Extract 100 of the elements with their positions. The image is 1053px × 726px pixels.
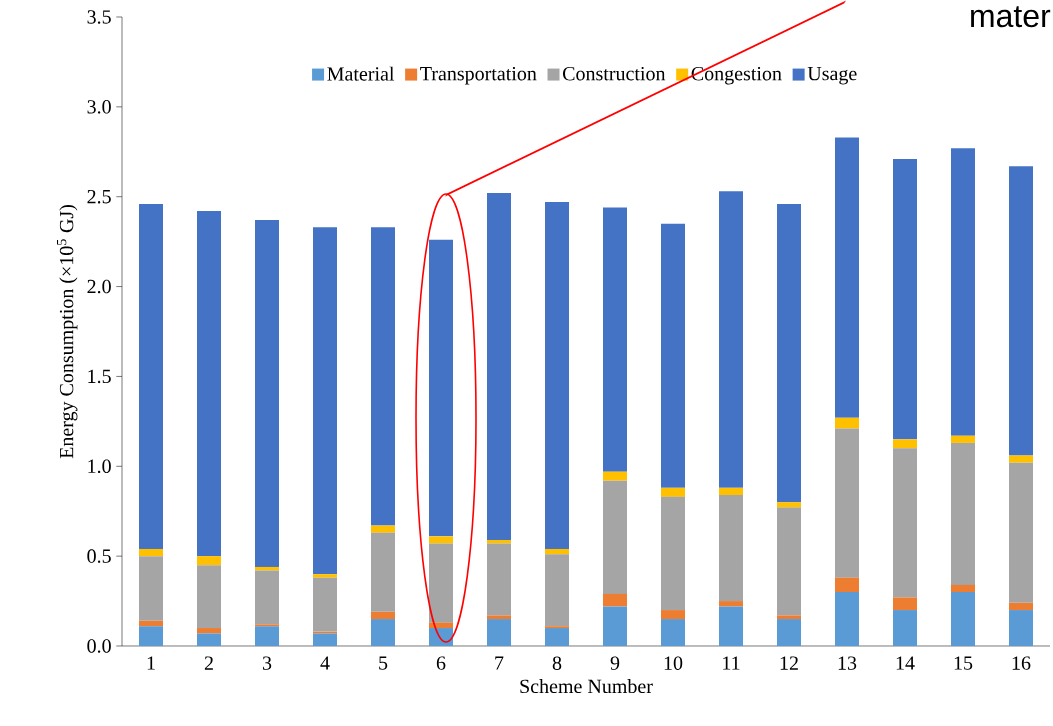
- bar: [1009, 610, 1034, 646]
- bar: [545, 554, 570, 627]
- bar: [313, 577, 337, 632]
- bar: [487, 193, 511, 540]
- bar: [951, 435, 975, 443]
- y-tick-label: 0.5: [87, 549, 111, 563]
- bar: [893, 158, 918, 440]
- bar: [487, 539, 511, 544]
- bar: [951, 592, 975, 646]
- bar: [893, 448, 918, 598]
- bar: [313, 227, 337, 575]
- y-tick-label: 0.0: [87, 639, 111, 653]
- bar: [371, 532, 395, 612]
- bar: [835, 137, 859, 418]
- x-axis-title: Scheme Number: [520, 679, 653, 694]
- bar: [197, 633, 221, 646]
- bar: [487, 543, 511, 616]
- bar: [139, 548, 163, 557]
- x-tick-label: 3: [262, 656, 272, 670]
- bar: [197, 556, 221, 566]
- bar: [603, 593, 627, 607]
- legend-label: Usage: [807, 67, 857, 85]
- legend-label: Transportation: [420, 66, 537, 85]
- bar: [139, 203, 163, 549]
- bar: [197, 565, 221, 629]
- x-tick-label: 2: [204, 656, 213, 670]
- x-tick-label: 8: [552, 656, 562, 670]
- x-tick-label: 4: [320, 656, 330, 670]
- bar: [951, 148, 975, 436]
- y-tick-label: 1.0: [88, 459, 111, 474]
- bar: [1009, 602, 1034, 611]
- x-tick-label: 16: [1012, 656, 1031, 670]
- bar: [255, 220, 279, 567]
- bar: [371, 525, 395, 533]
- bar: [255, 626, 279, 646]
- bar: [545, 548, 570, 555]
- bar: [893, 597, 918, 611]
- y-tick-label: 1.5: [88, 369, 111, 384]
- bar: [835, 428, 859, 578]
- bar: [661, 496, 686, 611]
- bar: [603, 207, 627, 472]
- bar: [255, 570, 279, 625]
- x-tick-label: 6: [436, 656, 446, 670]
- bar: [603, 480, 627, 594]
- bar: [661, 487, 686, 497]
- legend-label: Material: [327, 66, 395, 81]
- bar: [777, 619, 802, 646]
- y-tick-label: 3.5: [87, 10, 111, 24]
- x-tick-label: 5: [379, 656, 388, 670]
- x-tick-label: 7: [495, 656, 504, 670]
- bar: [719, 495, 743, 602]
- bar: [197, 211, 221, 557]
- bar: [661, 223, 686, 488]
- bar: [139, 556, 163, 621]
- bar: [371, 619, 395, 646]
- bar: [313, 574, 337, 578]
- legend-label: Construction: [563, 66, 666, 81]
- bar: [487, 615, 511, 620]
- bar: [545, 202, 570, 549]
- bar: [719, 606, 743, 646]
- x-tick-label: 9: [610, 656, 620, 670]
- x-tick-label: 14: [896, 656, 915, 670]
- bar: [835, 592, 859, 646]
- x-tick-label: 10: [664, 656, 683, 670]
- bar: [661, 610, 686, 620]
- bar: [371, 611, 395, 620]
- bar: [719, 487, 743, 496]
- x-tick-label: 15: [954, 656, 973, 670]
- bar: [139, 620, 163, 627]
- bar: [777, 203, 802, 503]
- bar: [429, 239, 454, 537]
- bar: [139, 626, 163, 646]
- bar: [777, 507, 802, 616]
- bar: [545, 628, 570, 646]
- bar: [1009, 166, 1034, 456]
- bar: [951, 442, 975, 585]
- bar: [429, 536, 454, 544]
- bar: [893, 610, 918, 646]
- x-tick-label: 12: [780, 656, 798, 670]
- y-axis-title: Energy Consumption (×10$^{5}$ GJ): [57, 205, 78, 459]
- bar: [835, 577, 859, 593]
- bar: [719, 191, 743, 488]
- x-tick-label: 13: [838, 656, 857, 670]
- annotation: mater: [971, 6, 1051, 28]
- bar: [197, 628, 221, 634]
- bar: [603, 471, 627, 481]
- bar: [313, 633, 337, 646]
- bar: [951, 584, 975, 593]
- bar: [487, 619, 511, 646]
- bar: [719, 601, 743, 607]
- bar: [371, 227, 395, 526]
- bar: [1009, 455, 1034, 463]
- y-tick-label: 3.0: [87, 100, 111, 114]
- y-tick-label: 2.0: [87, 279, 111, 294]
- bar: [429, 543, 454, 623]
- x-tick-label: 1: [147, 656, 155, 670]
- bar: [661, 619, 686, 646]
- bar: [777, 615, 802, 620]
- bar: [777, 502, 802, 508]
- bar: [893, 439, 918, 449]
